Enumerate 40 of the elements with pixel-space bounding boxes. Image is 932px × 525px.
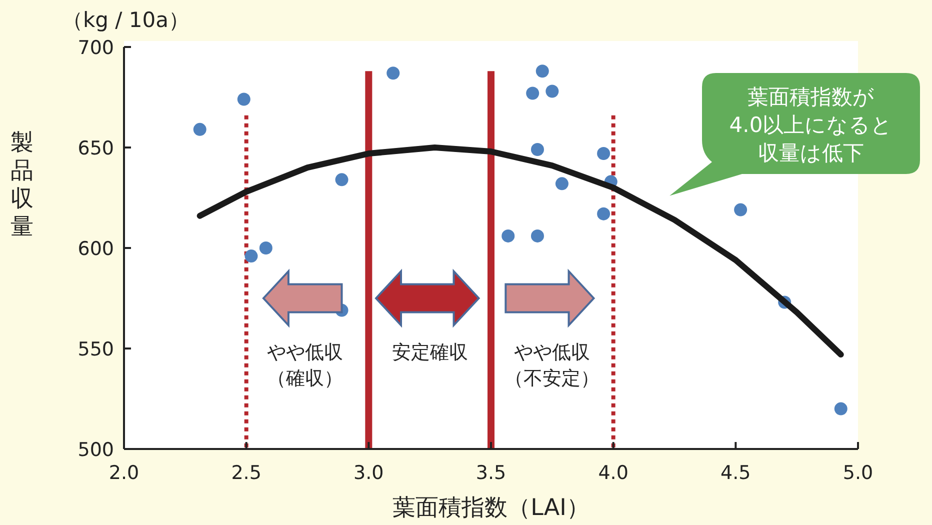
x-tick-label: 3.0 bbox=[354, 462, 384, 484]
point bbox=[526, 86, 540, 100]
annotation: 安定確収 bbox=[392, 342, 468, 364]
y-axis-title: 製品収量 bbox=[10, 130, 34, 240]
point bbox=[335, 173, 348, 186]
point bbox=[386, 66, 400, 80]
point bbox=[734, 203, 748, 216]
point bbox=[536, 64, 549, 78]
point bbox=[530, 143, 544, 156]
y-tick-label: 700 bbox=[78, 37, 114, 59]
x-tick-label: 3.5 bbox=[476, 462, 506, 484]
x-tick-label: 4.5 bbox=[720, 462, 751, 484]
y-tick-label: 550 bbox=[78, 338, 114, 360]
point bbox=[546, 84, 559, 98]
y-tick-label: 650 bbox=[78, 138, 114, 160]
point bbox=[530, 229, 544, 242]
point bbox=[259, 242, 272, 254]
annotation: 4.0以上になると bbox=[729, 113, 893, 137]
annotation: やや低収 bbox=[514, 342, 590, 364]
point bbox=[502, 229, 515, 242]
point bbox=[193, 122, 206, 136]
x-tick-label: 2.0 bbox=[108, 462, 140, 484]
x-tick-label: 4.0 bbox=[598, 462, 628, 484]
annotation: （確収） bbox=[267, 368, 344, 390]
point bbox=[237, 92, 250, 106]
annotation: 収量は低下 bbox=[758, 141, 864, 165]
x-tick-label: 5.0 bbox=[842, 462, 874, 484]
point bbox=[597, 147, 610, 160]
annotation: （不安定） bbox=[504, 368, 600, 390]
annotation: やや低収 bbox=[267, 342, 344, 364]
point bbox=[555, 177, 568, 190]
annotation: 葉面積指数が bbox=[748, 85, 874, 109]
point bbox=[597, 207, 610, 220]
point bbox=[834, 402, 848, 416]
y-tick-label: 500 bbox=[78, 439, 114, 461]
x-axis-title: 葉面積指数（LAI） bbox=[392, 495, 590, 521]
y-tick-label: 600 bbox=[78, 238, 114, 260]
x-tick-label: 2.5 bbox=[231, 462, 262, 484]
text: （kg / 10a） bbox=[62, 8, 190, 32]
point bbox=[244, 250, 258, 263]
